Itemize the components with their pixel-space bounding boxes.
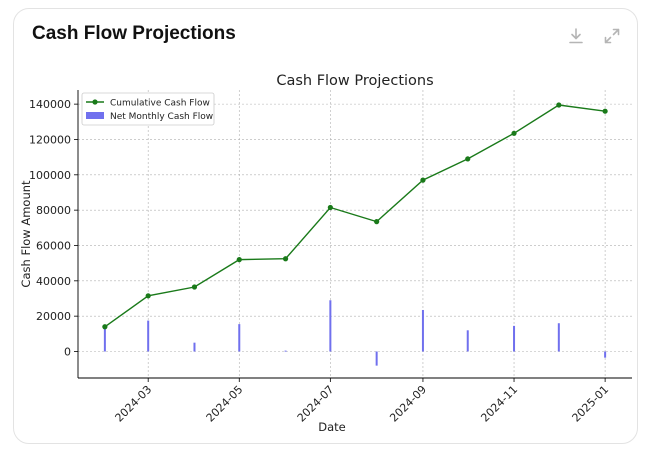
line-point [145,293,151,299]
line-point [327,204,333,211]
y-tick-label: 120000 [29,133,71,146]
line-point [465,156,471,162]
bar [284,350,287,352]
x-tick-label: 2024-09 [387,383,429,425]
bar [604,351,607,358]
y-tick-label: 60000 [36,239,71,252]
line-point [556,102,562,108]
x-tick-label: 2024-07 [295,383,337,425]
chart-card: Cash Flow Projections [13,8,638,444]
bar [147,320,150,352]
x-tick-label: 2024-05 [204,383,246,425]
line-point [511,130,517,136]
bar [513,325,516,352]
line-point [420,177,426,183]
y-tick-label: 0 [64,345,71,358]
x-axis-label: Date [318,420,346,434]
x-tick-label: 2024-11 [478,383,520,425]
bar [421,309,424,352]
legend-box [81,92,215,126]
line-point [102,324,108,330]
line-point [282,256,289,262]
bar [557,323,560,352]
x-tick-label: 2025-01 [570,383,612,425]
line-point [374,219,380,225]
line-point [602,108,608,114]
y-tick-label: 20000 [36,310,71,323]
bar [103,326,106,352]
card-actions [565,25,623,47]
y-axis-label: Cash Flow Amount [19,180,33,288]
y-tick-label: 40000 [36,275,71,288]
y-tick-label: 80000 [36,204,71,217]
y-tick-label: 100000 [29,169,71,182]
bar [466,330,469,352]
line-point [236,257,242,263]
y-tick-label: 140000 [29,98,71,111]
bar [193,342,196,352]
bar [375,351,378,366]
legend-line-marker [92,99,98,105]
cumulative-line [104,104,606,328]
card-title: Cash Flow Projections [32,23,236,44]
download-icon[interactable] [565,25,587,47]
line-point [191,284,198,290]
x-tick-label: 2024-03 [113,383,155,425]
legend-bar-swatch [86,112,104,119]
bar [329,300,332,352]
expand-icon[interactable] [601,25,623,47]
legend-label: Net Monthly Cash Flow [110,112,213,122]
bar [238,324,241,352]
legend-label: Cumulative Cash Flow [110,99,210,109]
chart-title: Cash Flow Projections [276,73,433,89]
